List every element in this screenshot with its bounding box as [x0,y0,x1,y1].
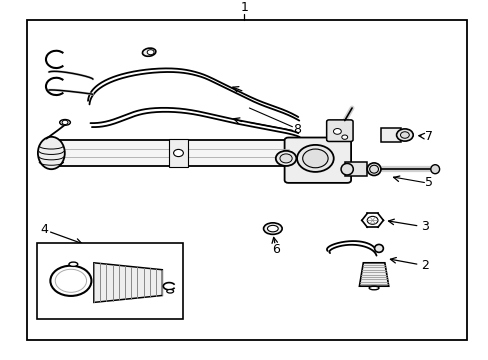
Text: 2: 2 [421,259,428,272]
Ellipse shape [38,137,64,169]
Circle shape [147,50,154,55]
Ellipse shape [275,151,296,166]
Ellipse shape [369,165,378,173]
Circle shape [55,269,86,292]
Ellipse shape [297,145,333,172]
Text: 3: 3 [421,220,428,233]
Polygon shape [94,263,162,302]
Bar [49,140,293,166]
Ellipse shape [267,225,278,232]
Ellipse shape [430,165,439,174]
Circle shape [341,135,347,139]
Ellipse shape [69,262,78,266]
Text: 4: 4 [40,223,48,236]
Circle shape [62,120,68,125]
Ellipse shape [279,154,292,163]
Ellipse shape [166,289,173,293]
Bar [344,162,366,176]
Ellipse shape [374,244,383,252]
Ellipse shape [263,223,282,234]
Ellipse shape [396,129,412,141]
FancyBboxPatch shape [284,138,350,183]
Bar [37,243,183,319]
Bar [381,128,400,142]
Ellipse shape [366,163,380,175]
Bar [168,139,188,167]
FancyBboxPatch shape [326,120,352,141]
Text: 1: 1 [240,1,248,14]
Text: 7: 7 [425,130,432,143]
Bar [27,20,466,340]
Text: 8: 8 [293,123,301,136]
Ellipse shape [60,120,70,125]
Ellipse shape [400,132,408,138]
Text: 6: 6 [272,243,280,256]
Circle shape [366,216,377,224]
Circle shape [50,266,91,296]
Ellipse shape [340,163,352,175]
Circle shape [173,149,183,157]
Circle shape [333,129,341,134]
Polygon shape [359,263,388,286]
Ellipse shape [142,48,156,56]
Text: 5: 5 [425,176,432,189]
Ellipse shape [302,149,327,168]
